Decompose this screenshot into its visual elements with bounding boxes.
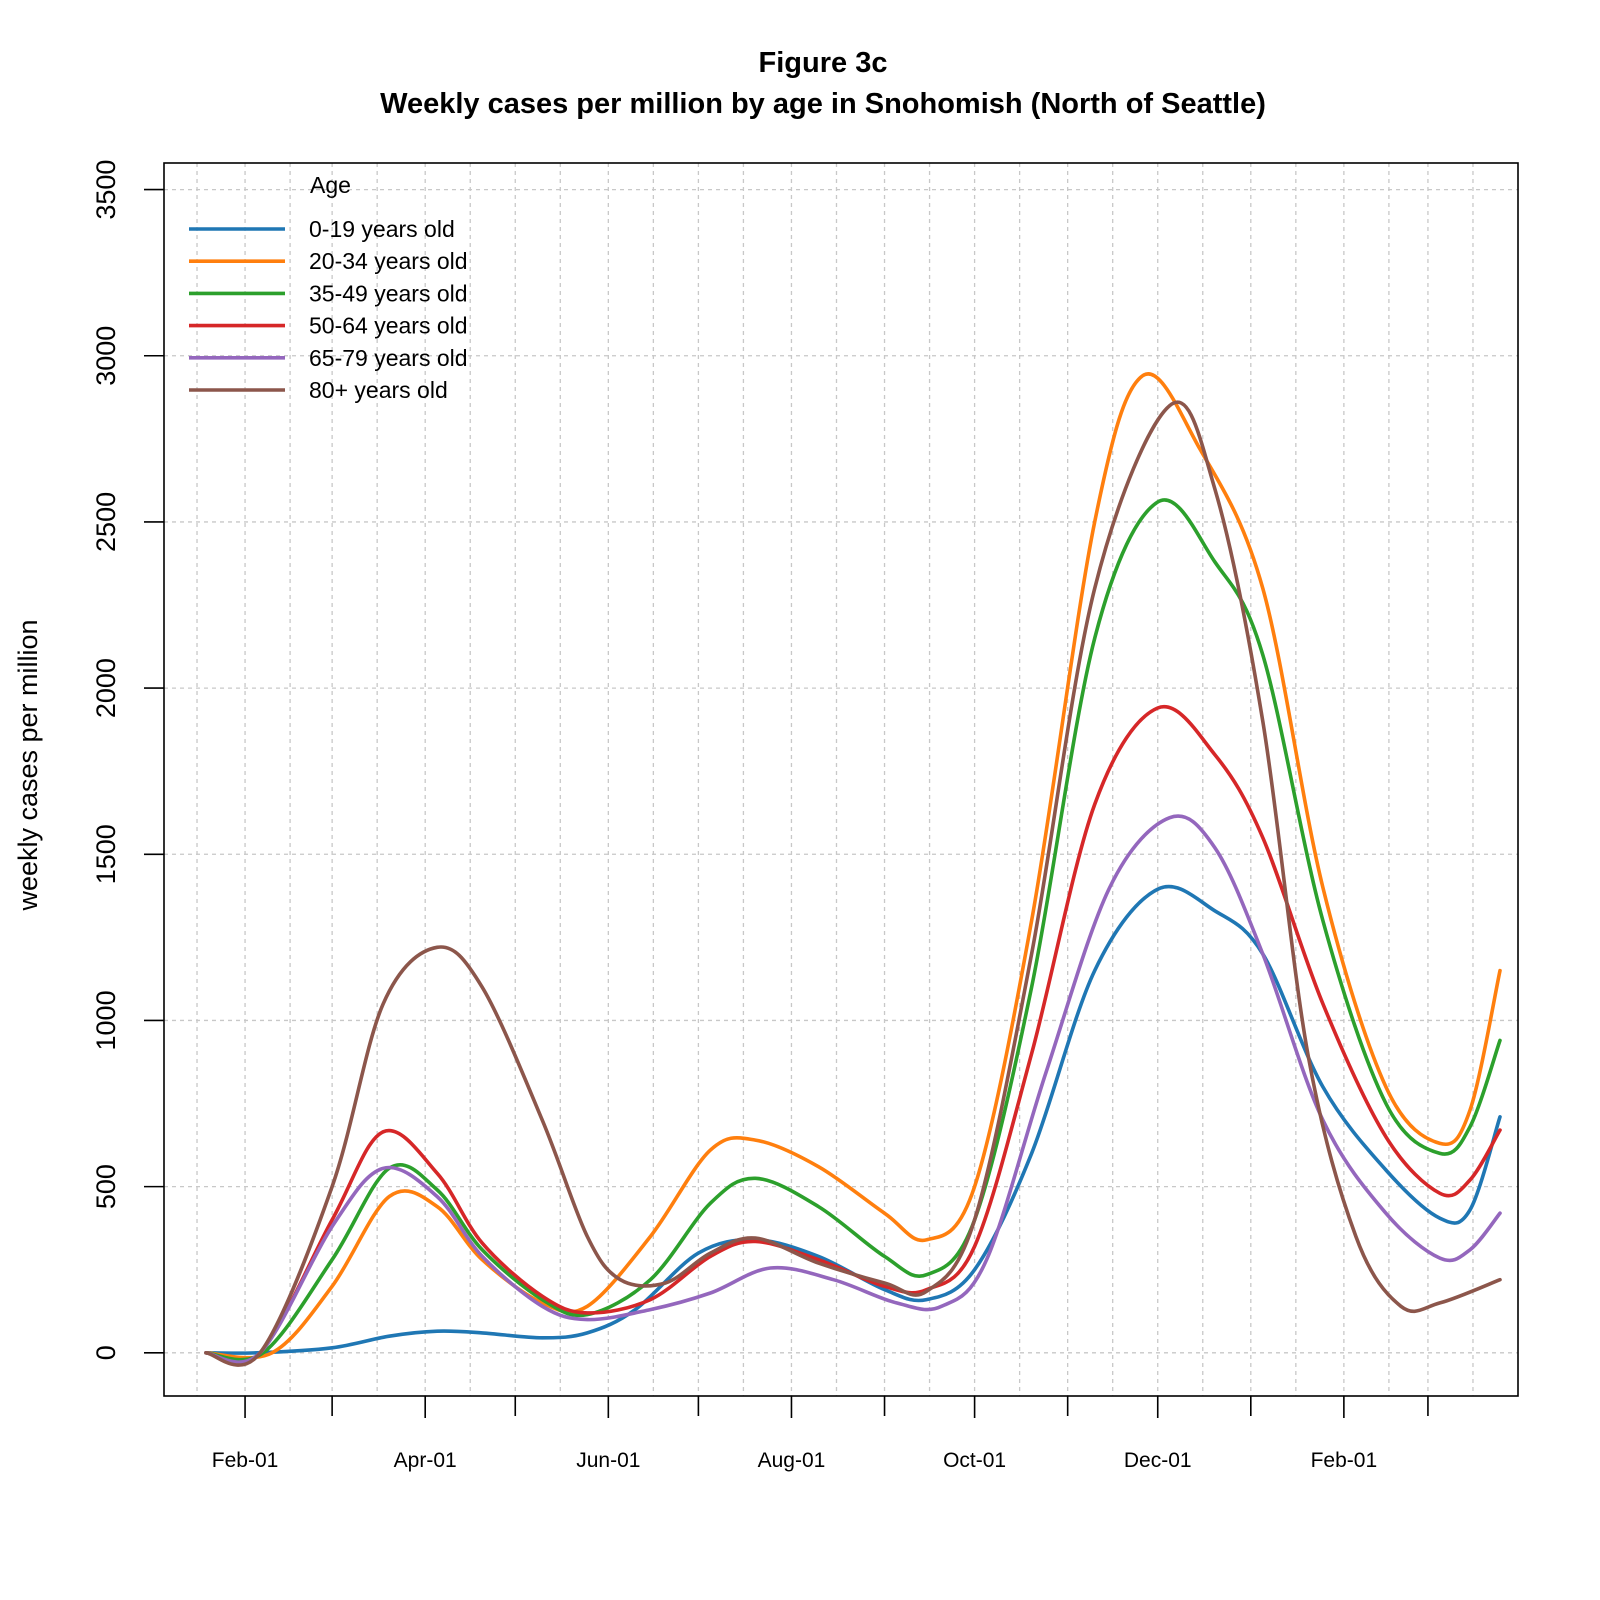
x-tick-label: Dec-01 xyxy=(1124,1449,1192,1472)
legend-label: 20-34 years old xyxy=(309,248,468,274)
axes: 0 500 1000 1500 2000 2500 3000 3500 Feb-01 Apr-01… xyxy=(91,160,1519,1472)
chart-title: Figure 3c xyxy=(759,47,888,79)
series-line-4 xyxy=(204,814,1502,1364)
grid xyxy=(164,163,1518,1396)
x-tick-label: Feb-01 xyxy=(1311,1449,1378,1472)
y-axis-label: weekly cases per million xyxy=(13,619,43,911)
legend: Age 0-19 years old 20-34 years old 35-49 y… xyxy=(189,172,468,403)
y-tick-label: 500 xyxy=(91,1164,121,1209)
y-tick-label: 1500 xyxy=(91,824,121,884)
series-line-5 xyxy=(204,400,1502,1367)
y-tick-label: 0 xyxy=(91,1345,121,1360)
chart-subtitle: Weekly cases per million by age in Snoho… xyxy=(380,88,1266,120)
plot-frame xyxy=(163,162,1519,1397)
series-line-0 xyxy=(204,884,1502,1355)
legend-label: 50-64 years old xyxy=(309,313,468,339)
x-tick-label: Aug-01 xyxy=(758,1449,826,1472)
series-line-2 xyxy=(204,498,1502,1362)
y-tick-label: 3500 xyxy=(91,160,121,220)
x-tick-label: Feb-01 xyxy=(212,1449,279,1472)
legend-label: 0-19 years old xyxy=(309,216,455,242)
x-tick-label: Jun-01 xyxy=(576,1449,640,1472)
series-line-1 xyxy=(204,372,1502,1360)
y-tick-label: 1000 xyxy=(91,990,121,1050)
legend-title: Age xyxy=(310,172,351,198)
series-lines xyxy=(204,372,1502,1367)
y-tick-label: 2000 xyxy=(91,658,121,718)
x-tick-label: Apr-01 xyxy=(394,1449,457,1472)
x-tick-label: Oct-01 xyxy=(943,1449,1006,1472)
legend-label: 35-49 years old xyxy=(309,280,468,306)
legend-label: 65-79 years old xyxy=(309,345,468,371)
y-tick-label: 2500 xyxy=(91,492,121,552)
legend-label: 80+ years old xyxy=(309,377,448,403)
y-tick-label: 3000 xyxy=(91,326,121,386)
